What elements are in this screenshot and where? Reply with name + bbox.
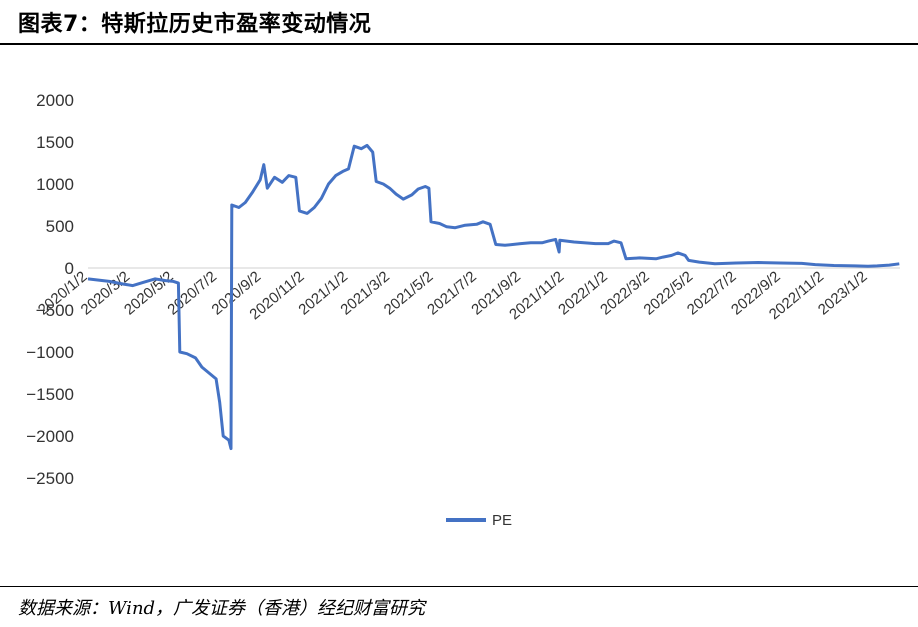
y-tick-label: 2000 (36, 91, 74, 110)
x-tick-label: 2021/7/2 (424, 268, 480, 319)
x-tick-label: 2023/1/2 (815, 268, 871, 319)
y-tick-label: −500 (36, 301, 74, 320)
source-note: 数据来源：Wind，广发证券（香港）经纪财富研究 (18, 598, 426, 619)
pe-series-line (87, 143, 900, 451)
top-rule (0, 43, 918, 45)
figure-title: 图表7：特斯拉历史市盈率变动情况 (18, 12, 372, 37)
y-tick-label: 1000 (36, 175, 74, 194)
y-tick-label: −2000 (26, 427, 74, 446)
legend: PE (446, 512, 512, 529)
y-tick-label: 0 (65, 259, 74, 278)
legend-label: PE (492, 512, 512, 529)
x-tick-label: 2022/7/2 (684, 268, 740, 319)
y-tick-label: −1500 (26, 385, 74, 404)
bottom-rule (0, 586, 918, 587)
x-tick-label: 2020/7/2 (164, 268, 220, 319)
x-axis-ticks: 2020/1/22020/3/22020/5/22020/7/22020/9/2… (35, 268, 871, 323)
y-axis-ticks: 2000 1500 1000 500 0 −500 −1000 −1500 −2000 −2500 (26, 91, 74, 488)
y-tick-label: 1500 (36, 133, 74, 152)
pe-line-chart: 2000 1500 1000 500 0 −500 −1000 −1500 −2000 −2500… (26, 91, 900, 529)
y-tick-label: −1000 (26, 343, 74, 362)
y-tick-label: 500 (46, 217, 74, 236)
y-tick-label: −2500 (26, 469, 74, 488)
